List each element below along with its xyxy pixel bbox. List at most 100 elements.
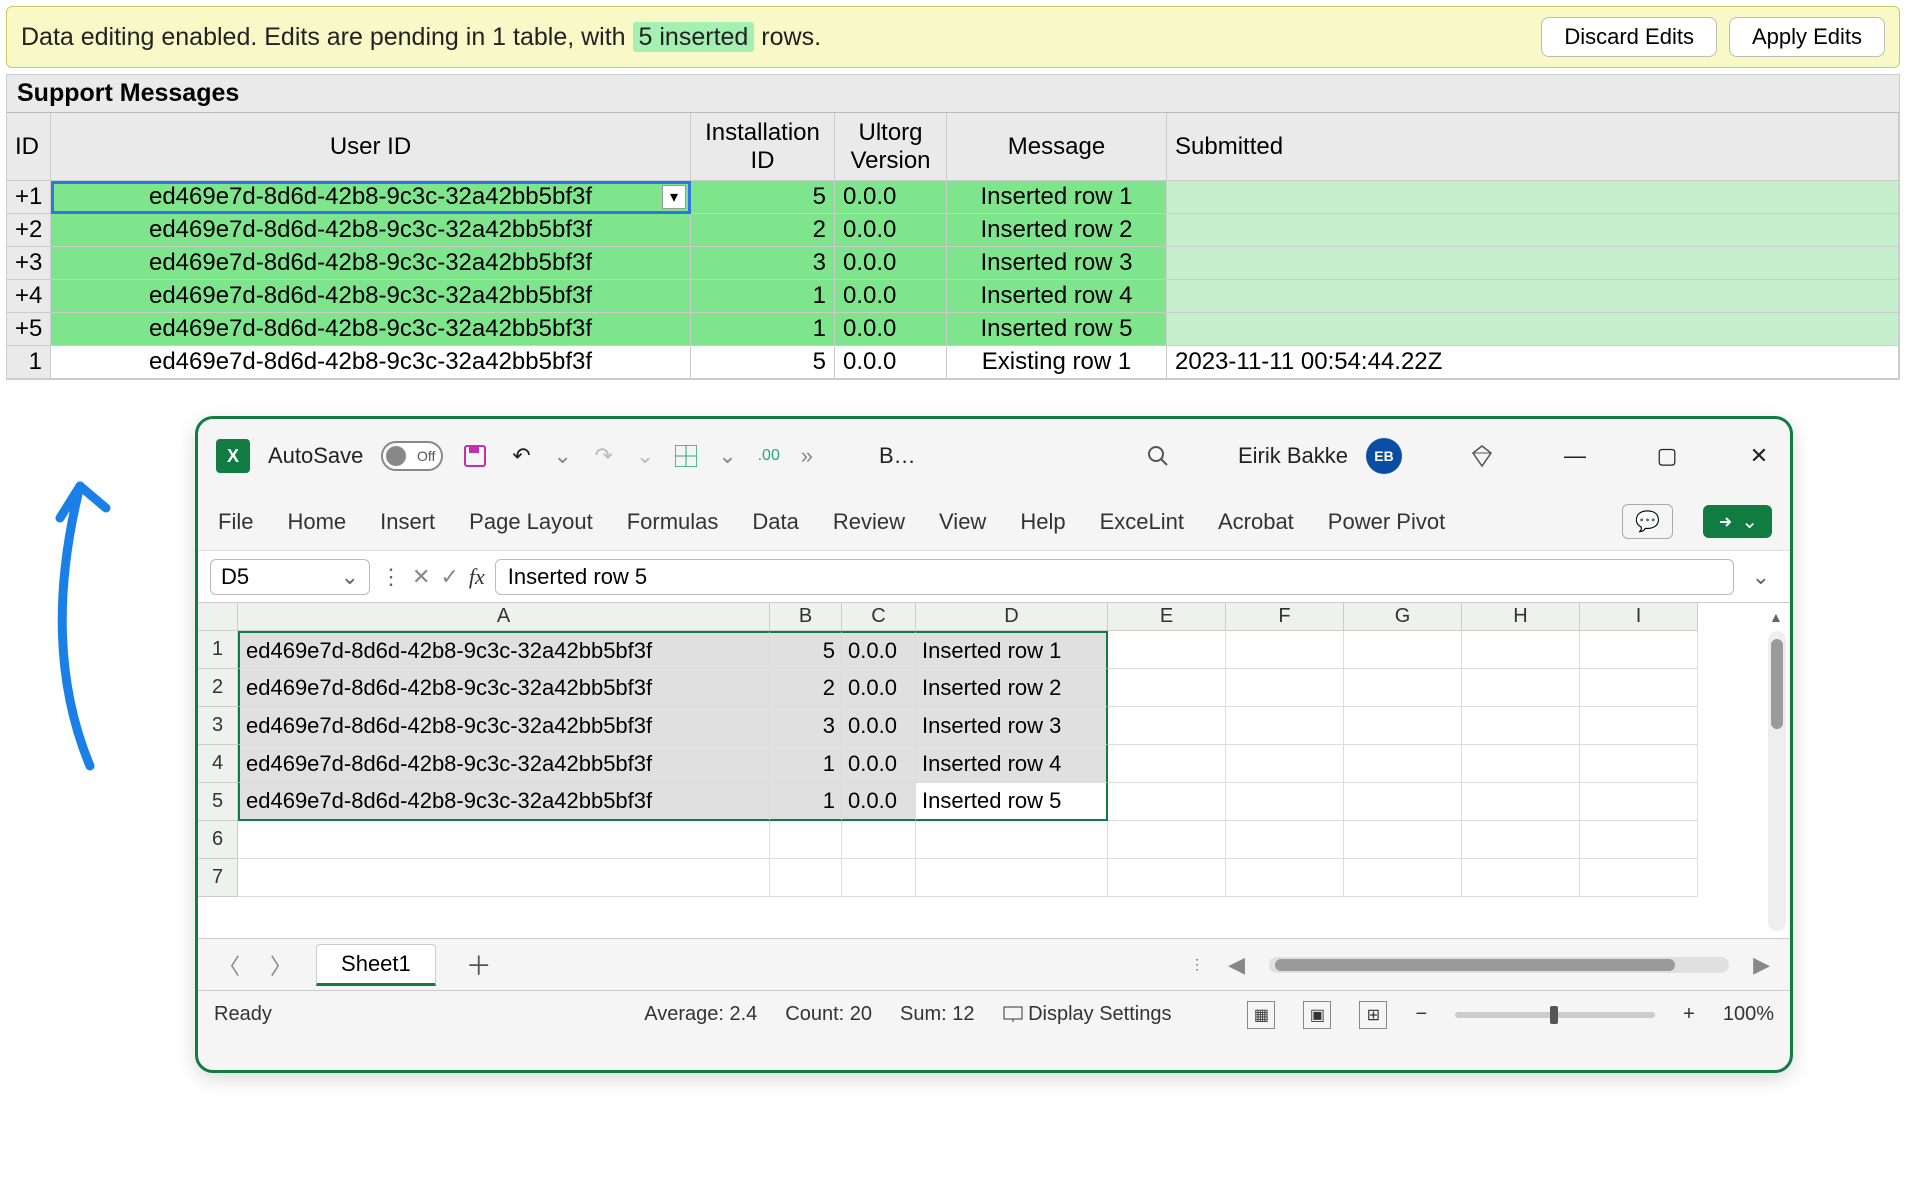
view-page-icon[interactable]: ▣ [1303, 1001, 1331, 1029]
sheet-row[interactable]: ed469e7d-8d6d-42b8-9c3c-32a42bb5bf3f50.0… [238, 631, 1790, 669]
cell[interactable] [770, 859, 842, 897]
sheet-row[interactable] [238, 821, 1790, 859]
cell-inst-id[interactable]: 1 [691, 313, 835, 346]
col-header[interactable]: F [1226, 603, 1344, 631]
cell-message[interactable]: Inserted row 4 [947, 280, 1167, 313]
fx-icon[interactable]: fx [469, 564, 485, 590]
row-id[interactable]: +3 [7, 247, 51, 280]
ribbon-acrobat[interactable]: Acrobat [1216, 505, 1296, 539]
zoom-thumb[interactable] [1550, 1006, 1558, 1024]
autosave-toggle[interactable]: Off [381, 441, 443, 471]
cell-version[interactable]: 0.0.0 [835, 181, 947, 214]
sheet-row[interactable]: ed469e7d-8d6d-42b8-9c3c-32a42bb5bf3f30.0… [238, 707, 1790, 745]
scroll-up-icon[interactable]: ▲ [1769, 609, 1783, 625]
cell-message[interactable]: Inserted row 2 [947, 214, 1167, 247]
cell[interactable] [1462, 859, 1580, 897]
horizontal-scrollbar[interactable] [1269, 957, 1729, 973]
hscroll-thumb[interactable] [1275, 959, 1675, 971]
cell[interactable] [916, 821, 1108, 859]
cell-inst-id[interactable]: 5 [691, 346, 835, 379]
vertical-scrollbar[interactable]: ▲ [1768, 631, 1786, 931]
cell-user-id[interactable]: ed469e7d-8d6d-42b8-9c3c-32a42bb5bf3f [51, 280, 691, 313]
cell[interactable] [1580, 631, 1698, 669]
cell[interactable] [916, 859, 1108, 897]
cell-message[interactable]: Inserted row 1 [947, 181, 1167, 214]
cell[interactable] [842, 821, 916, 859]
sheet-prev-icon[interactable]: 〈 [212, 949, 246, 981]
cancel-formula-icon[interactable]: ✕ [412, 564, 430, 590]
col-user-id[interactable]: User ID [51, 113, 691, 181]
ribbon-data[interactable]: Data [750, 505, 800, 539]
cell[interactable]: Inserted row 5 [916, 783, 1108, 821]
col-header[interactable]: I [1580, 603, 1698, 631]
redo-dropdown-icon[interactable]: ⌄ [636, 443, 654, 469]
grid-dropdown-icon[interactable]: ⌄ [718, 443, 736, 469]
select-all-corner[interactable] [198, 603, 238, 631]
cell[interactable] [770, 821, 842, 859]
row-header[interactable]: 1 [198, 631, 238, 669]
cell[interactable] [1462, 707, 1580, 745]
cell[interactable] [1108, 669, 1226, 707]
row-header[interactable]: 6 [198, 821, 238, 859]
sheet-row[interactable]: ed469e7d-8d6d-42b8-9c3c-32a42bb5bf3f20.0… [238, 669, 1790, 707]
cell[interactable] [1462, 745, 1580, 783]
cell[interactable] [1226, 783, 1344, 821]
cell[interactable]: 0.0.0 [842, 783, 916, 821]
col-version[interactable]: UltorgVersion [835, 113, 947, 181]
add-sheet-icon[interactable]: ＋ [454, 946, 504, 983]
minimize-icon[interactable]: — [1562, 443, 1588, 469]
cell[interactable] [1462, 669, 1580, 707]
support-messages-grid[interactable]: IDUser IDInstallationIDUltorgVersionMess… [7, 113, 1899, 379]
cell-version[interactable]: 0.0.0 [835, 280, 947, 313]
cell-inst-id[interactable]: 2 [691, 214, 835, 247]
cell[interactable] [1344, 669, 1462, 707]
apply-edits-button[interactable]: Apply Edits [1729, 17, 1885, 57]
sheet-row[interactable] [238, 859, 1790, 897]
zoom-slider[interactable] [1455, 1012, 1655, 1018]
accept-formula-icon[interactable]: ✓ [440, 564, 458, 590]
cell[interactable]: 0.0.0 [842, 745, 916, 783]
formula-expand-icon[interactable]: ⌄ [1744, 564, 1778, 590]
cell[interactable] [1226, 859, 1344, 897]
discard-edits-button[interactable]: Discard Edits [1541, 17, 1717, 57]
cell[interactable] [1344, 859, 1462, 897]
col-header[interactable]: B [770, 603, 842, 631]
save-icon[interactable] [461, 442, 489, 470]
cell[interactable]: ed469e7d-8d6d-42b8-9c3c-32a42bb5bf3f [238, 745, 770, 783]
more-quick-icon[interactable]: » [801, 443, 813, 469]
cell[interactable] [1462, 631, 1580, 669]
col-message[interactable]: Message [947, 113, 1167, 181]
cell[interactable] [1580, 783, 1698, 821]
row-header[interactable]: 2 [198, 669, 238, 707]
formula-input[interactable]: Inserted row 5 [495, 559, 1734, 595]
col-header[interactable]: E [1108, 603, 1226, 631]
undo-dropdown-icon[interactable]: ⌄ [553, 443, 571, 469]
cell[interactable] [238, 821, 770, 859]
hscroll-right-icon[interactable]: ▶ [1747, 952, 1776, 978]
cell[interactable] [1108, 859, 1226, 897]
ribbon-power-pivot[interactable]: Power Pivot [1326, 505, 1447, 539]
cell-user-id[interactable]: ed469e7d-8d6d-42b8-9c3c-32a42bb5bf3f [51, 346, 691, 379]
sheet-row[interactable]: ed469e7d-8d6d-42b8-9c3c-32a42bb5bf3f10.0… [238, 783, 1790, 821]
zoom-in-icon[interactable]: + [1683, 1003, 1695, 1026]
cell[interactable] [1580, 821, 1698, 859]
cell[interactable] [842, 859, 916, 897]
ribbon-excelint[interactable]: ExceLint [1098, 505, 1186, 539]
cell[interactable]: Inserted row 1 [916, 631, 1108, 669]
cell[interactable] [1580, 745, 1698, 783]
sheet-rows[interactable]: ed469e7d-8d6d-42b8-9c3c-32a42bb5bf3f50.0… [238, 631, 1790, 897]
cell-version[interactable]: 0.0.0 [835, 247, 947, 280]
redo-icon[interactable]: ↷ [590, 442, 618, 470]
row-id[interactable]: +2 [7, 214, 51, 247]
ribbon-review[interactable]: Review [831, 505, 907, 539]
cell[interactable] [1108, 631, 1226, 669]
col-header[interactable]: D [916, 603, 1108, 631]
cell-user-id[interactable]: ed469e7d-8d6d-42b8-9c3c-32a42bb5bf3f [51, 313, 691, 346]
cell-inst-id[interactable]: 5 [691, 181, 835, 214]
name-box-dropdown-icon[interactable]: ⌄ [341, 564, 359, 590]
cell[interactable]: 3 [770, 707, 842, 745]
cell-inst-id[interactable]: 1 [691, 280, 835, 313]
cell[interactable] [1108, 783, 1226, 821]
cell-submitted[interactable] [1167, 313, 1899, 346]
display-settings-button[interactable]: Display Settings [1003, 1003, 1172, 1026]
